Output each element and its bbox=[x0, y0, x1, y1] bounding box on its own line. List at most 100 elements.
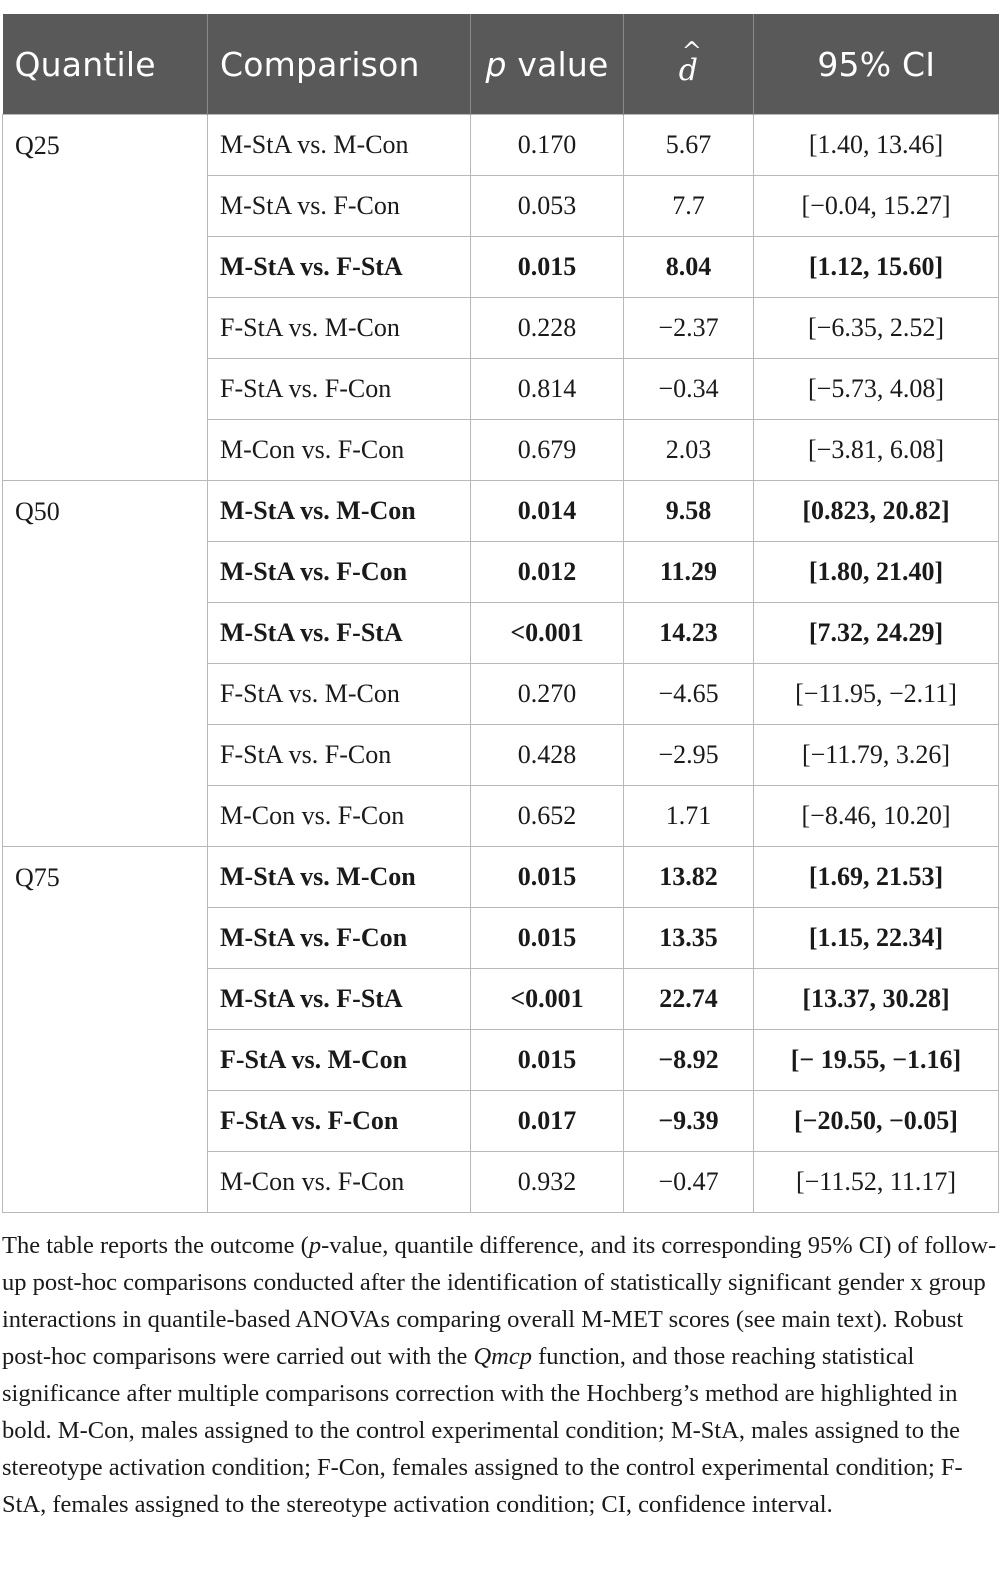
p-value-cell: 0.170 bbox=[470, 114, 624, 176]
d-hat-cell: 9.58 bbox=[623, 480, 754, 542]
hat-accent: ^ bbox=[681, 36, 703, 65]
ci-cell: [−8.46, 10.20] bbox=[753, 785, 999, 847]
comparison-cell: F-StA vs. F-Con bbox=[207, 358, 471, 420]
p-value-cell: 0.932 bbox=[470, 1151, 624, 1213]
quantile-cell: Q75 bbox=[2, 846, 208, 1213]
header-p-rest: value bbox=[517, 44, 609, 84]
p-value-cell: <0.001 bbox=[470, 602, 624, 664]
table-row: F-StA vs. F-Con 0.017 −9.39 [−20.50, −0.05] bbox=[3, 1090, 999, 1152]
table-row: F-StA vs. M-Con 0.228 −2.37 [−6.35, 2.52] bbox=[3, 297, 999, 359]
ci-cell: [−11.95, −2.11] bbox=[753, 663, 999, 725]
d-hat-cell: −4.65 bbox=[623, 663, 754, 725]
header-d-hat: ^ d bbox=[623, 14, 754, 115]
ci-cell: [1.40, 13.46] bbox=[753, 114, 999, 176]
table-row: Q25 M-StA vs. M-Con 0.170 5.67 [1.40, 13.46] bbox=[2, 114, 999, 481]
table-row: Q75 M-StA vs. M-Con 0.015 13.82 [1.69, 21.53… bbox=[2, 846, 999, 1213]
table-row: Q50 M-StA vs. M-Con 0.014 9.58 [0.823, 20.82… bbox=[2, 480, 999, 847]
table-row: F-StA vs. M-Con 0.270 −4.65 [−11.95, −2.11] bbox=[3, 663, 999, 725]
p-value-cell: 0.679 bbox=[470, 419, 624, 481]
p-value-cell: 0.814 bbox=[470, 358, 624, 420]
comparison-cell: M-StA vs. F-StA bbox=[207, 968, 471, 1030]
results-table: Quantile Comparison p value ^ d 95% CI Q2… bbox=[2, 14, 999, 1213]
p-value-cell: 0.228 bbox=[470, 297, 624, 359]
table-footnote: The table reports the outcome (p-value, … bbox=[2, 1227, 998, 1523]
ci-cell: [1.80, 21.40] bbox=[753, 541, 999, 603]
header-p-italic: p bbox=[485, 44, 507, 84]
d-hat-cell: 5.67 bbox=[623, 114, 754, 176]
quantile-cell: Q25 bbox=[2, 114, 208, 481]
comparison-cell: M-StA vs. F-Con bbox=[207, 541, 471, 603]
table-row: M-StA vs. F-StA 0.015 8.04 [1.12, 15.60] bbox=[3, 236, 999, 298]
header-d-letter: d bbox=[678, 52, 699, 88]
comparison-cell: M-Con vs. F-Con bbox=[207, 419, 471, 481]
d-hat-cell: −2.95 bbox=[623, 724, 754, 786]
header-quantile: Quantile bbox=[2, 14, 208, 115]
p-value-cell: 0.428 bbox=[470, 724, 624, 786]
p-value-cell: 0.015 bbox=[470, 1029, 624, 1091]
note-part1: The table reports the outcome ( bbox=[2, 1232, 309, 1259]
table-row: F-StA vs. F-Con 0.428 −2.95 [−11.79, 3.26] bbox=[3, 724, 999, 786]
comparison-cell: F-StA vs. F-Con bbox=[207, 1090, 471, 1152]
ci-cell: [−11.52, 11.17] bbox=[753, 1151, 999, 1213]
header-ci: 95% CI bbox=[753, 14, 999, 115]
ci-cell: [−0.04, 15.27] bbox=[753, 175, 999, 237]
d-hat-cell: −2.37 bbox=[623, 297, 754, 359]
p-value-cell: 0.017 bbox=[470, 1090, 624, 1152]
d-hat-cell: 8.04 bbox=[623, 236, 754, 298]
table-row: M-Con vs. F-Con 0.679 2.03 [−3.81, 6.08] bbox=[3, 419, 999, 481]
d-hat-symbol: ^ d bbox=[678, 37, 702, 88]
comparison-cell: M-Con vs. F-Con bbox=[207, 785, 471, 847]
table-body: Q25 M-StA vs. M-Con 0.170 5.67 [1.40, 13.46]… bbox=[2, 114, 999, 1213]
comparison-cell: M-StA vs. M-Con bbox=[207, 480, 471, 542]
quantile-cell: Q50 bbox=[2, 480, 208, 847]
d-hat-cell: 7.7 bbox=[623, 175, 754, 237]
ci-cell: [13.37, 30.28] bbox=[753, 968, 999, 1030]
d-hat-cell: 13.35 bbox=[623, 907, 754, 969]
comparison-cell: F-StA vs. M-Con bbox=[207, 297, 471, 359]
d-hat-cell: 14.23 bbox=[623, 602, 754, 664]
comparison-cell: M-StA vs. M-Con bbox=[207, 114, 471, 176]
table-row: M-StA vs. F-Con 0.053 7.7 [−0.04, 15.27] bbox=[3, 175, 999, 237]
comparison-cell: F-StA vs. M-Con bbox=[207, 663, 471, 725]
comparison-cell: M-StA vs. F-StA bbox=[207, 602, 471, 664]
table-row: F-StA vs. M-Con 0.015 −8.92 [− 19.55, −1.16… bbox=[3, 1029, 999, 1091]
p-value-cell: 0.014 bbox=[470, 480, 624, 542]
ci-cell: [−6.35, 2.52] bbox=[753, 297, 999, 359]
table-header: Quantile Comparison p value ^ d 95% CI bbox=[2, 14, 999, 115]
comparison-cell: M-StA vs. F-Con bbox=[207, 175, 471, 237]
p-value-cell: 0.270 bbox=[470, 663, 624, 725]
ci-cell: [7.32, 24.29] bbox=[753, 602, 999, 664]
p-value-cell: 0.015 bbox=[470, 236, 624, 298]
ci-cell: [0.823, 20.82] bbox=[753, 480, 999, 542]
ci-cell: [1.69, 21.53] bbox=[753, 846, 999, 908]
d-hat-cell: −8.92 bbox=[623, 1029, 754, 1091]
comparison-cell: M-Con vs. F-Con bbox=[207, 1151, 471, 1213]
ci-cell: [1.15, 22.34] bbox=[753, 907, 999, 969]
d-hat-cell: 1.71 bbox=[623, 785, 754, 847]
note-part3: function, and those reaching statistical… bbox=[2, 1343, 963, 1518]
header-row: Quantile Comparison p value ^ d 95% CI bbox=[2, 14, 999, 115]
d-hat-cell: 22.74 bbox=[623, 968, 754, 1030]
ci-cell: [−20.50, −0.05] bbox=[753, 1090, 999, 1152]
note-qmcp-italic: Qmcp bbox=[473, 1343, 532, 1370]
ci-cell: [− 19.55, −1.16] bbox=[753, 1029, 999, 1091]
comparison-cell: M-StA vs. M-Con bbox=[207, 846, 471, 908]
table-row: M-Con vs. F-Con 0.932 −0.47 [−11.52, 11.17] bbox=[3, 1151, 999, 1213]
comparison-cell: M-StA vs. F-StA bbox=[207, 236, 471, 298]
ci-cell: [1.12, 15.60] bbox=[753, 236, 999, 298]
header-p-value: p value bbox=[470, 14, 624, 115]
d-hat-cell: 2.03 bbox=[623, 419, 754, 481]
d-hat-cell: −0.47 bbox=[623, 1151, 754, 1213]
p-value-cell: 0.652 bbox=[470, 785, 624, 847]
table-row: M-StA vs. F-StA <0.001 22.74 [13.37, 30.28] bbox=[3, 968, 999, 1030]
d-hat-cell: −0.34 bbox=[623, 358, 754, 420]
d-hat-cell: 11.29 bbox=[623, 541, 754, 603]
d-hat-cell: −9.39 bbox=[623, 1090, 754, 1152]
table-figure: Quantile Comparison p value ^ d 95% CI Q2… bbox=[2, 14, 999, 1548]
ci-cell: [−5.73, 4.08] bbox=[753, 358, 999, 420]
table-row: M-Con vs. F-Con 0.652 1.71 [−8.46, 10.20] bbox=[3, 785, 999, 847]
p-value-cell: 0.012 bbox=[470, 541, 624, 603]
table-row: F-StA vs. F-Con 0.814 −0.34 [−5.73, 4.08] bbox=[3, 358, 999, 420]
table-row: M-StA vs. F-Con 0.012 11.29 [1.80, 21.40] bbox=[3, 541, 999, 603]
d-hat-cell: 13.82 bbox=[623, 846, 754, 908]
